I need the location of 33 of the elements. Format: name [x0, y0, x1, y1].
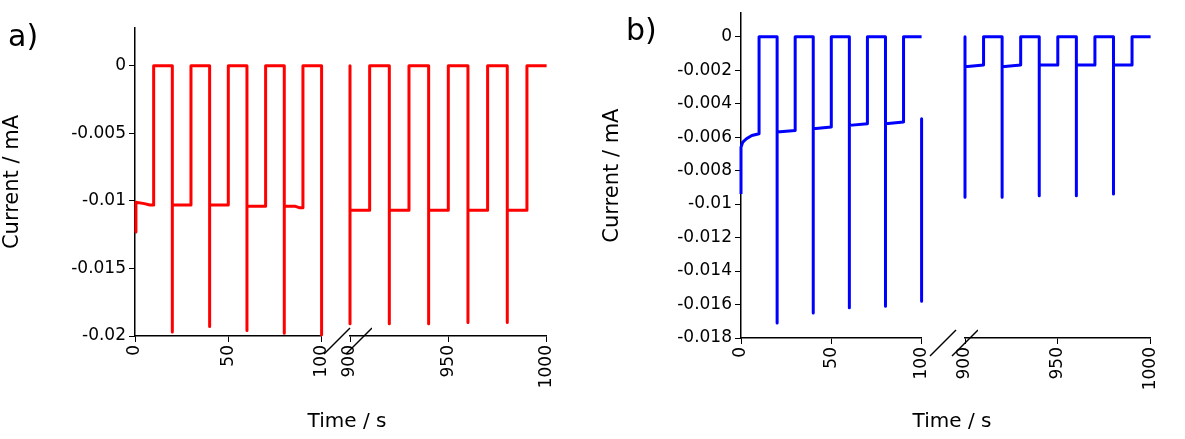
x-tick-label: 100 [310, 345, 331, 378]
x-tick-label: 900 [338, 345, 359, 378]
x-tick-label: 1000 [535, 345, 556, 389]
y-tick-label: -0.014 [677, 259, 732, 280]
y-tick-label: -0.005 [71, 121, 126, 142]
x-tick-label: 50 [216, 345, 237, 367]
x-tick-label: 50 [819, 347, 840, 369]
y-axis-title: Current / mA [0, 114, 24, 250]
chart-title: b) [626, 12, 657, 47]
y-tick-label: -0.012 [677, 225, 732, 246]
y-tick-label: -0.006 [677, 125, 732, 146]
x-tick-label: 900 [953, 347, 974, 380]
y-tick-label: -0.01 [82, 189, 126, 210]
x-tick-label: 0 [123, 345, 144, 356]
y-tick-label: -0.002 [677, 58, 732, 79]
x-axis-title: Time / s [911, 408, 993, 432]
y-tick-label: -0.004 [677, 92, 732, 113]
y-tick-label: -0.02 [82, 324, 126, 345]
y-axis-title: Current / mA [599, 107, 624, 243]
x-tick-label: 950 [436, 345, 457, 378]
x-tick-label: 1000 [1139, 347, 1160, 391]
x-tick-label: 100 [910, 347, 931, 380]
y-tick-label: -0.016 [677, 292, 732, 313]
x-tick-label: 0 [729, 347, 750, 358]
x-tick-label: 950 [1046, 347, 1067, 380]
chart-title: a) [8, 18, 39, 53]
y-tick-label: 0 [721, 25, 732, 46]
y-tick-label: -0.01 [688, 192, 732, 213]
y-tick-label: 0 [115, 54, 126, 75]
y-tick-label: -0.018 [677, 326, 732, 347]
x-axis-title: Time / s [306, 408, 388, 432]
y-tick-label: -0.015 [71, 256, 126, 277]
y-tick-label: -0.008 [677, 159, 732, 179]
